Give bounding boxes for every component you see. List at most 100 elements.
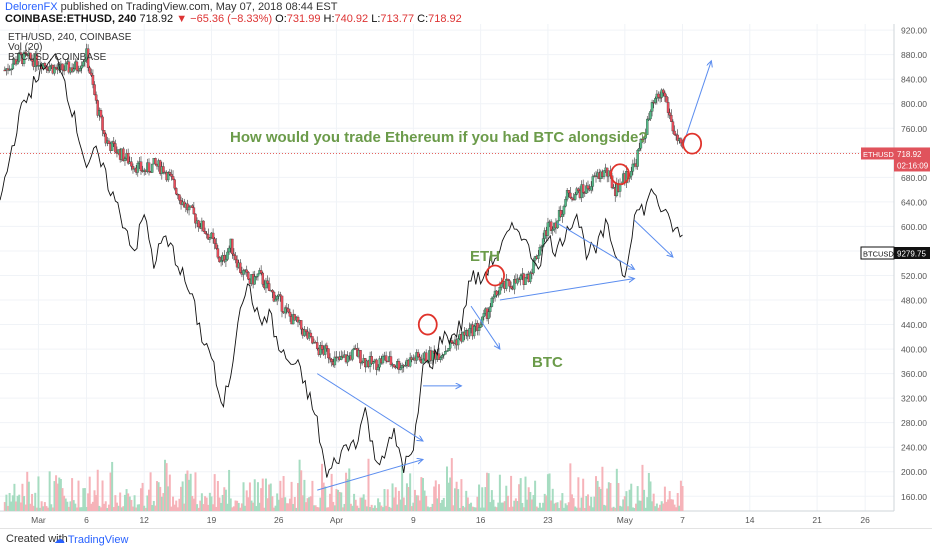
author-link[interactable]: DelorenFX bbox=[5, 1, 58, 13]
candle-313 bbox=[505, 278, 508, 289]
vol-bar-263 bbox=[425, 495, 428, 511]
vol-bar-416 bbox=[670, 499, 673, 511]
vol-bar-292 bbox=[471, 506, 474, 511]
vol-bar-188 bbox=[305, 502, 308, 511]
vol-bar-231 bbox=[373, 505, 376, 511]
vol-bar-161 bbox=[261, 478, 264, 511]
vol-bar-115 bbox=[188, 479, 191, 511]
vol-bar-11 bbox=[21, 483, 24, 511]
vol-bar-192 bbox=[311, 480, 314, 511]
candle-286 bbox=[461, 331, 465, 342]
y-tick-label-4: 760.00 bbox=[901, 124, 927, 134]
vol-bar-375 bbox=[604, 505, 607, 511]
candle-168 bbox=[272, 291, 276, 302]
vol-bar-29 bbox=[50, 504, 53, 511]
vol-bar-421 bbox=[678, 505, 681, 511]
vol-bar-405 bbox=[652, 493, 655, 511]
vol-bar-85 bbox=[139, 488, 142, 511]
candle-267 bbox=[431, 350, 434, 361]
vol-bar-72 bbox=[119, 492, 122, 511]
candle-138 bbox=[224, 259, 228, 262]
vol-bar-121 bbox=[197, 507, 200, 511]
candle-341 bbox=[549, 221, 553, 231]
vol-bar-225 bbox=[364, 499, 367, 511]
vol-bar-274 bbox=[442, 497, 445, 511]
vol-bar-178 bbox=[288, 498, 291, 511]
vol-bar-3 bbox=[8, 492, 11, 511]
x-tick-label-6: 9 bbox=[411, 515, 416, 525]
candle-85 bbox=[139, 161, 143, 171]
vol-bar-216 bbox=[349, 503, 352, 511]
candle-177 bbox=[287, 308, 290, 313]
vol-bar-261 bbox=[421, 478, 424, 511]
vol-bar-10 bbox=[19, 502, 22, 511]
time-axis[interactable]: Mar 6 12 19 26 Apr 9 16 23 May 7 14 21 26 bbox=[31, 515, 870, 525]
vol-bar-409 bbox=[659, 504, 662, 511]
vol-bar-80 bbox=[131, 506, 134, 511]
vol-bar-43 bbox=[72, 500, 75, 511]
candle-315 bbox=[508, 280, 511, 287]
vol-bar-367 bbox=[591, 507, 594, 511]
vol-bar-134 bbox=[218, 497, 221, 511]
x-tick-label-11: 14 bbox=[745, 515, 755, 525]
open-label: O: bbox=[275, 13, 287, 25]
tradingview-logo[interactable]: ☁ TradingView bbox=[54, 534, 129, 546]
vol-bar-44 bbox=[74, 503, 77, 511]
candle-206 bbox=[333, 356, 337, 366]
y-tick-label-14: 360.00 bbox=[901, 369, 927, 379]
candle-253 bbox=[408, 357, 412, 367]
candle-243 bbox=[392, 364, 396, 368]
candle-163 bbox=[264, 280, 268, 289]
vol-bar-175 bbox=[284, 497, 287, 511]
candle-161 bbox=[261, 272, 265, 285]
vol-bar-281 bbox=[454, 488, 457, 511]
vol-bar-103 bbox=[168, 474, 171, 511]
vol-bar-287 bbox=[463, 507, 466, 511]
candle-239 bbox=[386, 360, 389, 363]
candle-53 bbox=[88, 67, 91, 74]
trendline-3 bbox=[470, 305, 500, 349]
candle-295 bbox=[476, 323, 479, 331]
down-arrow-icon: ▼ bbox=[176, 13, 188, 25]
candle-0 bbox=[3, 69, 7, 72]
candle-308 bbox=[497, 294, 500, 296]
candle-200 bbox=[323, 345, 327, 355]
candle-391 bbox=[629, 171, 633, 177]
vol-bar-117 bbox=[191, 495, 194, 511]
vol-bar-55 bbox=[91, 501, 94, 511]
vol-bar-415 bbox=[668, 491, 671, 511]
candle-335 bbox=[540, 246, 543, 248]
candle-201 bbox=[325, 345, 329, 349]
candle-422 bbox=[679, 138, 683, 144]
btc-annotation: BTC bbox=[532, 354, 563, 371]
vol-bar-414 bbox=[667, 499, 670, 511]
price-chart[interactable]: 920.00880.00840.00800.00760.00720.00680.… bbox=[0, 24, 932, 528]
vol-bar-382 bbox=[615, 468, 618, 511]
vol-bar-354 bbox=[570, 494, 573, 511]
candle-60 bbox=[99, 110, 103, 118]
trendline-7 bbox=[682, 61, 712, 147]
vol-bar-109 bbox=[178, 498, 181, 511]
eth-tag-symbol: ETHUSD bbox=[863, 150, 894, 159]
vol-bar-238 bbox=[385, 505, 388, 511]
vol-bar-147 bbox=[239, 507, 242, 511]
vol-bar-97 bbox=[159, 486, 162, 511]
candle-16 bbox=[29, 52, 32, 59]
vol-bar-246 bbox=[397, 490, 400, 511]
vol-bar-27 bbox=[47, 507, 50, 511]
vol-bar-0 bbox=[3, 502, 6, 511]
candle-156 bbox=[253, 276, 256, 285]
price-axis[interactable]: 920.00880.00840.00800.00760.00720.00680.… bbox=[901, 26, 927, 502]
vol-bar-317 bbox=[511, 506, 514, 511]
y-tick-label-2: 840.00 bbox=[901, 75, 927, 85]
vol-bar-219 bbox=[354, 499, 357, 511]
vol-bar-272 bbox=[439, 502, 442, 511]
candle-279 bbox=[450, 340, 454, 343]
vol-bar-95 bbox=[156, 481, 159, 511]
y-tick-label-8: 600.00 bbox=[901, 222, 927, 232]
candle-77 bbox=[126, 153, 130, 164]
vol-bar-53 bbox=[88, 476, 91, 511]
vol-bar-353 bbox=[569, 463, 572, 511]
vol-bar-91 bbox=[149, 472, 152, 511]
vol-bar-299 bbox=[482, 507, 485, 511]
